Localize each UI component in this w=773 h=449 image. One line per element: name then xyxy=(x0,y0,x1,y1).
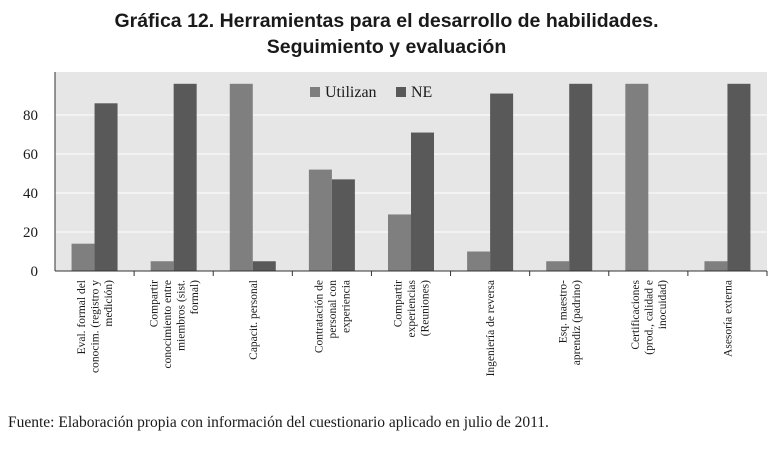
bar-utilizan xyxy=(308,169,332,271)
y-tick-label: 80 xyxy=(23,108,38,124)
x-category-label-line: (Reuniones) xyxy=(420,280,432,336)
x-category-label-line: conocim. (registro y xyxy=(90,280,102,373)
x-category-label: Compartir conocimiento entre miembros (sis… xyxy=(148,280,201,369)
bar-ne xyxy=(490,93,514,271)
x-category-label-line: experiencias xyxy=(406,279,418,337)
x-category-label-line: Contratación de xyxy=(313,280,325,353)
axes: 0 20 40 60 80 Eval. formal del conocim. (regis… xyxy=(23,72,768,376)
bar-utilizan xyxy=(546,261,570,271)
legend-label-ne: NE xyxy=(411,84,432,101)
x-category-label-line: Esq. maestro- xyxy=(557,280,569,343)
bar-ne xyxy=(94,103,118,271)
x-category-label-line: conocimiento entre xyxy=(162,280,174,368)
x-category-label-line: inocuidad) xyxy=(657,280,669,329)
bar-utilizan xyxy=(229,83,253,271)
x-category-label-line: experiencia xyxy=(340,280,352,333)
bar-utilizan xyxy=(625,83,649,271)
legend-swatch-utilizan xyxy=(310,87,320,97)
source-note: Fuente: Elaboración propia con informaci… xyxy=(8,414,549,431)
bar-ne xyxy=(331,179,355,271)
bar-utilizan xyxy=(704,261,728,271)
x-category-label-line: Eval. formal del xyxy=(76,280,88,354)
bar-utilizan xyxy=(71,243,95,271)
x-category-label-line: Compartir xyxy=(148,280,160,327)
legend-swatch-ne xyxy=(396,87,406,97)
y-tick-label: 60 xyxy=(23,147,38,163)
x-category-label-line: personal con xyxy=(327,280,339,339)
x-category-label-line: Certificaciones xyxy=(630,279,642,349)
x-category-label-line: Compartir xyxy=(393,280,405,327)
x-category-label: Contratación de personal con experiencia xyxy=(313,280,352,353)
bars xyxy=(71,83,751,271)
bar-ne xyxy=(727,83,751,271)
x-category-label: Certificaciones (prod., calidad e inocuida… xyxy=(630,279,669,354)
x-category-label: Eval. formal del conocim. (registro y medi… xyxy=(76,280,115,373)
x-category-label: Compartir experiencias (Reuniones) xyxy=(393,279,432,337)
x-category-label-line: Asesoría externa xyxy=(722,280,734,357)
x-category-label-line: (prod., calidad e xyxy=(643,280,655,355)
x-category-label: Esq. maestro-aprendiz (padrino) xyxy=(557,280,583,365)
x-category-label-line: formal) xyxy=(189,280,201,315)
x-category-label-line: Ingeniería de reversa xyxy=(485,280,497,376)
x-category-label-line: miembros (sist. xyxy=(175,280,187,351)
x-category-label: Asesoría externa xyxy=(722,280,734,357)
y-tick-label: 20 xyxy=(23,225,38,241)
legend-label-utilizan: Utilizan xyxy=(325,84,377,101)
x-category-label-line: medición) xyxy=(103,280,115,327)
chart-title: Gráfica 12. Herramientas para el desarro… xyxy=(0,8,773,60)
bar-utilizan xyxy=(388,214,411,271)
legend: Utilizan NE xyxy=(310,84,432,101)
x-category-label-line: Capacit. personal xyxy=(248,280,260,360)
y-tick-label: 0 xyxy=(31,264,39,280)
bar-ne xyxy=(173,83,197,271)
chart-title-line-1: Gráfica 12. Herramientas para el desarro… xyxy=(114,10,659,32)
x-category-label-line: aprendiz (padrino) xyxy=(571,280,583,365)
y-tick-label: 40 xyxy=(23,186,38,202)
bar-utilizan xyxy=(467,251,491,271)
chart-title-line-2: Seguimiento y evaluación xyxy=(266,36,507,58)
x-category-label: Capacit. personal xyxy=(248,280,260,360)
x-category-label: Ingeniería de reversa xyxy=(485,280,497,376)
bar-utilizan xyxy=(150,261,174,271)
bar-ne xyxy=(411,132,434,271)
bar-ne xyxy=(252,261,276,271)
bar-ne xyxy=(569,83,593,271)
